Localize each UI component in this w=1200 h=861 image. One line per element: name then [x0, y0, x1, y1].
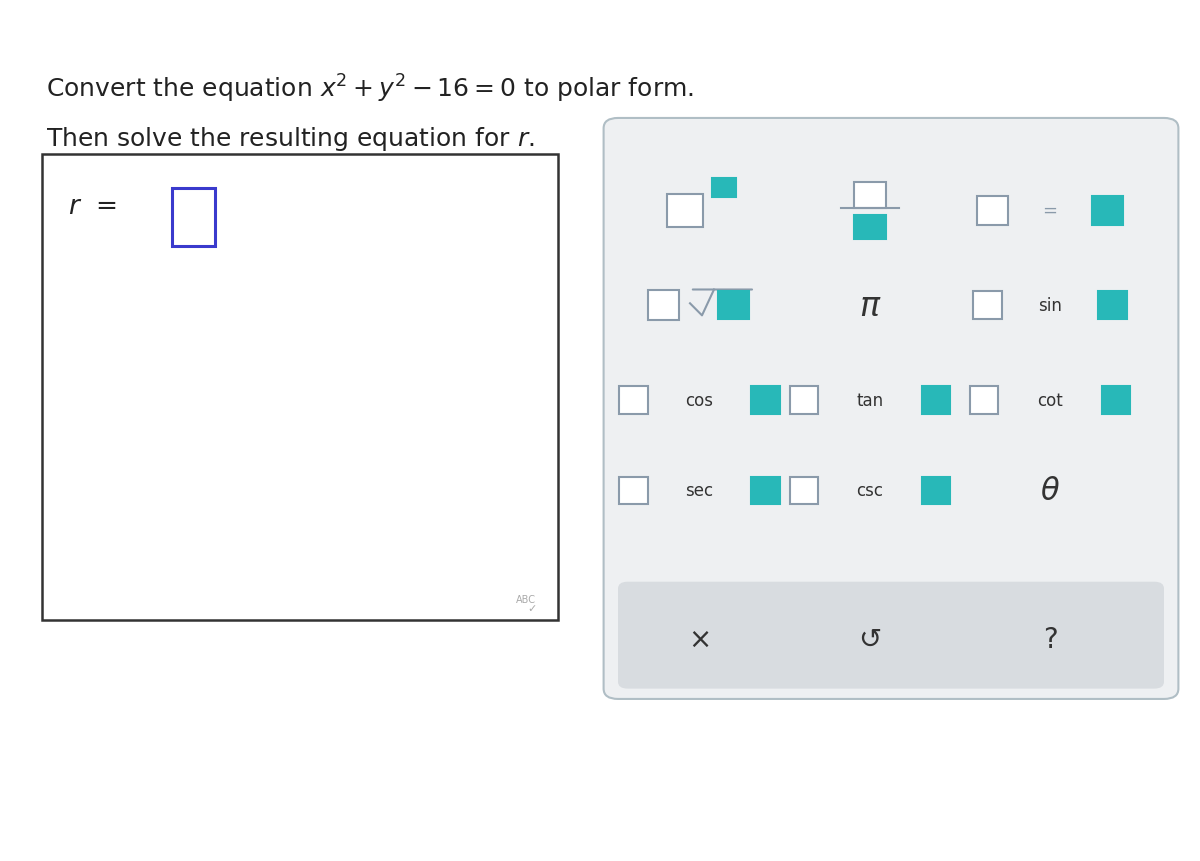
Text: Convert the equation $x^2+y^2-16=0$ to polar form.: Convert the equation $x^2+y^2-16=0$ to p… [46, 73, 694, 105]
FancyBboxPatch shape [648, 291, 679, 320]
Text: =: = [1043, 202, 1057, 220]
FancyBboxPatch shape [790, 477, 818, 505]
FancyBboxPatch shape [970, 387, 998, 414]
FancyBboxPatch shape [977, 196, 1008, 226]
Text: ✓: ✓ [527, 603, 536, 613]
FancyBboxPatch shape [751, 477, 780, 505]
Text: sec: sec [685, 482, 714, 499]
Text: csc: csc [857, 482, 883, 499]
FancyBboxPatch shape [751, 387, 780, 414]
FancyBboxPatch shape [667, 195, 703, 227]
Text: tan: tan [857, 392, 883, 409]
Text: sin: sin [1038, 297, 1062, 314]
FancyBboxPatch shape [618, 582, 1164, 689]
Text: ×: × [688, 625, 712, 653]
Text: $\pi$: $\pi$ [859, 289, 881, 322]
FancyBboxPatch shape [1102, 387, 1130, 414]
Text: $\theta$: $\theta$ [1040, 476, 1060, 505]
FancyBboxPatch shape [718, 292, 749, 319]
FancyBboxPatch shape [604, 119, 1178, 699]
Text: ↺: ↺ [858, 625, 882, 653]
FancyBboxPatch shape [922, 387, 950, 414]
Text: ?: ? [1043, 625, 1057, 653]
FancyBboxPatch shape [1098, 292, 1127, 319]
FancyBboxPatch shape [854, 183, 886, 208]
FancyBboxPatch shape [712, 179, 736, 198]
FancyBboxPatch shape [922, 477, 950, 505]
FancyBboxPatch shape [854, 216, 886, 240]
FancyBboxPatch shape [42, 155, 558, 620]
Text: cot: cot [1037, 392, 1063, 409]
Text: ABC: ABC [516, 594, 536, 604]
FancyBboxPatch shape [973, 292, 1002, 319]
Text: $r$  =: $r$ = [68, 194, 120, 220]
Text: cos: cos [685, 392, 714, 409]
FancyBboxPatch shape [619, 477, 648, 505]
FancyBboxPatch shape [172, 189, 215, 247]
Text: Then solve the resulting equation for $r$.: Then solve the resulting equation for $r… [46, 125, 534, 152]
FancyBboxPatch shape [619, 387, 648, 414]
FancyBboxPatch shape [790, 387, 818, 414]
FancyBboxPatch shape [1092, 196, 1123, 226]
